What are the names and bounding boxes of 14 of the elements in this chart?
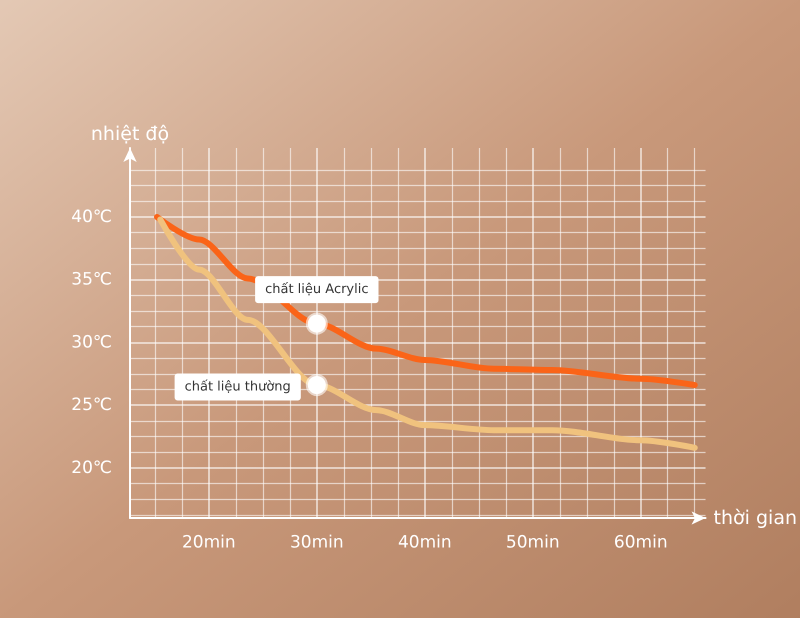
x-tick-label: 20min (182, 532, 236, 552)
y-tick-label: 30℃ (71, 332, 112, 352)
y-tick-label: 20℃ (71, 458, 112, 478)
annotation: chất liệu Acrylic (265, 282, 369, 298)
y-tick-label: 35℃ (71, 270, 112, 290)
x-tick-label: 60min (614, 532, 668, 552)
annotation: chất liệu thường (184, 380, 291, 395)
y-axis-title: nhiệt độ (90, 123, 170, 145)
y-tick-label: 40℃ (71, 206, 112, 227)
x-axis-title: thời gian (714, 507, 798, 529)
x-tick-label: 50min (506, 532, 560, 552)
x-tick-label: 30min (290, 532, 344, 552)
y-tick-label: 25℃ (71, 395, 112, 416)
x-tick-label: 40min (398, 532, 452, 552)
